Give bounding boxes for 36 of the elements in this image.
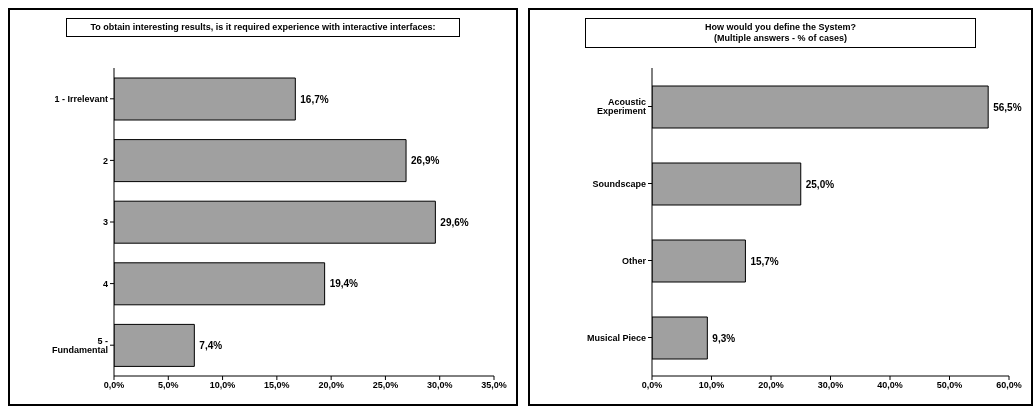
- chart-title: To obtain interesting results, is it required experience with interactive interfaces:: [89, 22, 437, 33]
- x-tick-label: 60,0%: [996, 380, 1022, 391]
- x-tick-label: 25,0%: [372, 380, 399, 391]
- chart-subtitle: (Multiple answers - % of cases): [712, 33, 848, 44]
- x-tick-label: 10,0%: [698, 380, 725, 391]
- y-tick-label: 4: [102, 278, 108, 289]
- y-tick-label: Musical Piece: [586, 332, 646, 343]
- data-label: 16,7%: [300, 93, 329, 105]
- chart-title: How would you define the System?: [704, 22, 857, 33]
- y-tick-label: 2: [102, 155, 108, 166]
- x-tick-label: 0,0%: [103, 380, 125, 391]
- data-label: 56,5%: [993, 101, 1022, 113]
- data-label: 9,3%: [712, 332, 736, 344]
- y-tick-label: 1 - Irrelevant: [54, 94, 108, 104]
- y-tick-label: Soundscape: [592, 178, 646, 189]
- x-tick-label: 50,0%: [936, 380, 963, 391]
- y-tick-label: 5 - Fundamental: [51, 335, 108, 355]
- data-label: 29,6%: [440, 216, 469, 228]
- x-tick-label: 20,0%: [758, 380, 784, 391]
- data-label: 7,4%: [199, 339, 223, 351]
- x-tick-label: 30,0%: [426, 380, 453, 391]
- data-label: 15,7%: [750, 255, 779, 267]
- x-tick-label: 35,0%: [481, 380, 507, 391]
- x-tick-label: 40,0%: [877, 380, 903, 391]
- x-tick-label: 20,0%: [318, 380, 344, 391]
- data-label: 25,0%: [805, 178, 835, 190]
- x-tick-label: 30,0%: [817, 380, 844, 391]
- x-tick-label: 15,0%: [264, 380, 290, 391]
- x-tick-label: 10,0%: [209, 380, 236, 391]
- data-label: 19,4%: [329, 278, 359, 290]
- x-tick-label: 5,0%: [158, 380, 179, 391]
- y-tick-label: 3: [102, 217, 108, 228]
- y-tick-label: Other: [621, 255, 647, 266]
- y-tick-label: Acoustic Experiment: [596, 97, 646, 117]
- x-tick-label: 0,0%: [641, 380, 663, 391]
- data-label: 26,9%: [411, 155, 440, 167]
